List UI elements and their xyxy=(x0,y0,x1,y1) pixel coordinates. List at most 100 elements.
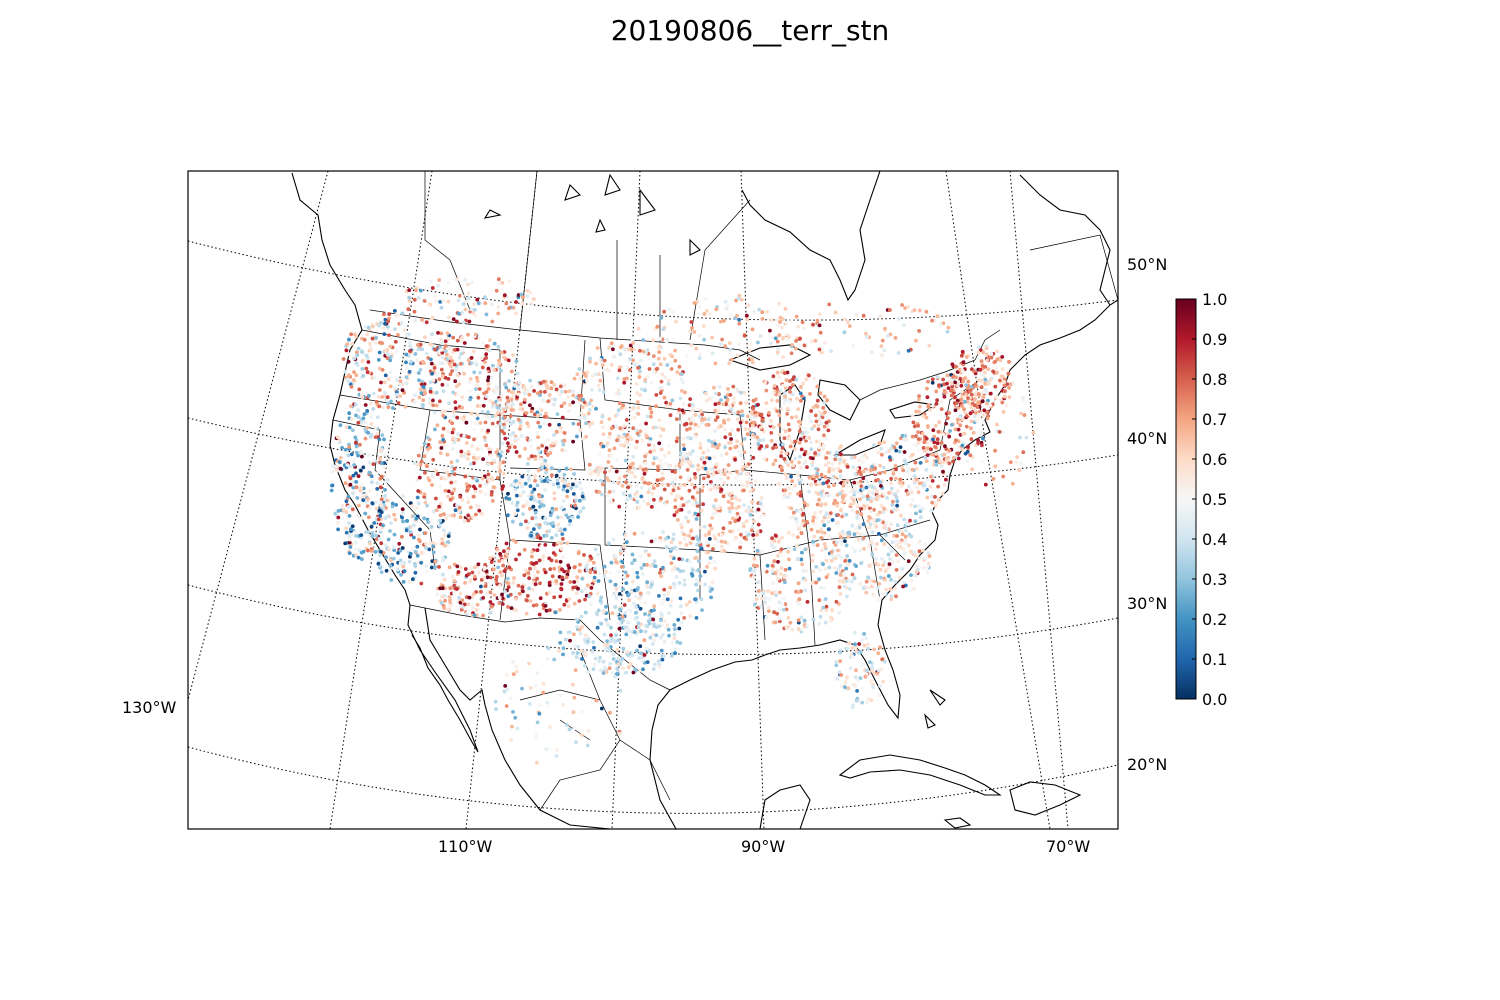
station-point xyxy=(765,309,769,314)
station-point xyxy=(511,580,516,585)
station-point xyxy=(953,395,957,400)
station-point xyxy=(388,355,393,360)
station-point xyxy=(707,311,712,316)
station-point xyxy=(618,548,623,553)
station-point xyxy=(784,451,789,456)
station-point xyxy=(964,424,969,429)
station-point xyxy=(473,332,478,337)
station-point xyxy=(450,513,455,518)
station-point xyxy=(451,409,456,414)
station-point xyxy=(605,576,610,581)
station-point xyxy=(433,427,437,432)
station-point xyxy=(963,410,968,415)
station-point xyxy=(638,348,642,353)
station-point xyxy=(590,649,595,654)
station-point xyxy=(605,441,610,446)
station-point xyxy=(607,448,612,453)
station-point xyxy=(500,429,504,433)
station-point xyxy=(424,320,429,325)
station-point xyxy=(670,546,675,551)
station-point xyxy=(407,369,412,374)
station-point xyxy=(988,377,993,382)
station-point xyxy=(772,545,776,550)
station-point xyxy=(665,363,670,367)
station-point xyxy=(723,468,728,473)
station-point xyxy=(696,568,701,572)
station-point xyxy=(440,350,445,355)
station-point xyxy=(909,490,914,495)
station-point xyxy=(349,452,354,457)
station-point xyxy=(377,323,381,328)
station-point xyxy=(853,487,858,491)
station-point xyxy=(772,559,777,564)
station-point xyxy=(426,520,430,525)
station-point xyxy=(380,433,385,437)
station-point xyxy=(969,437,974,442)
station-point xyxy=(386,377,391,381)
station-point xyxy=(950,388,954,392)
station-point xyxy=(903,538,907,543)
station-point xyxy=(385,352,390,357)
station-point xyxy=(451,335,456,340)
station-point xyxy=(931,428,936,433)
station-point xyxy=(591,404,596,409)
station-point xyxy=(437,377,442,382)
station-point xyxy=(744,509,749,513)
station-point xyxy=(936,456,940,461)
station-point xyxy=(908,549,913,554)
station-point xyxy=(861,476,866,481)
station-point xyxy=(521,512,525,516)
station-point xyxy=(776,559,780,564)
station-point xyxy=(900,465,904,470)
station-point xyxy=(824,480,829,485)
station-point xyxy=(566,395,571,399)
station-point xyxy=(608,498,613,502)
station-point xyxy=(658,538,663,543)
station-point xyxy=(639,629,643,634)
station-point xyxy=(393,517,398,522)
station-point xyxy=(773,533,778,538)
station-point xyxy=(440,355,445,360)
station-point xyxy=(485,575,490,580)
station-point xyxy=(923,449,927,453)
station-point xyxy=(533,478,537,483)
station-point xyxy=(641,572,645,576)
station-point xyxy=(353,547,357,552)
station-point xyxy=(517,454,522,459)
station-point xyxy=(554,429,559,434)
station-point xyxy=(449,364,453,369)
station-point xyxy=(573,644,577,648)
station-point xyxy=(761,591,766,596)
station-point xyxy=(582,400,587,405)
station-point xyxy=(514,450,519,454)
station-point xyxy=(757,589,761,593)
station-point xyxy=(946,386,951,390)
station-point xyxy=(497,358,501,363)
station-point xyxy=(827,302,832,307)
station-point xyxy=(719,398,723,402)
station-point xyxy=(770,563,775,568)
station-point xyxy=(651,617,656,622)
station-point xyxy=(533,474,537,478)
station-point xyxy=(592,575,597,580)
station-point xyxy=(516,417,521,422)
station-point xyxy=(530,554,534,559)
station-point xyxy=(662,309,666,314)
station-point xyxy=(538,536,543,541)
station-point xyxy=(965,400,970,404)
station-point xyxy=(869,519,874,524)
station-point xyxy=(604,604,608,609)
station-point xyxy=(711,547,715,551)
station-point xyxy=(770,536,774,541)
station-point xyxy=(369,432,374,437)
station-point xyxy=(717,469,721,473)
station-point xyxy=(557,422,561,427)
station-point xyxy=(514,483,519,488)
station-point xyxy=(859,639,864,644)
station-point xyxy=(353,435,358,440)
station-point xyxy=(587,462,592,467)
station-point xyxy=(727,441,731,445)
station-point xyxy=(488,575,493,580)
station-point xyxy=(978,433,983,437)
station-point xyxy=(612,354,617,359)
